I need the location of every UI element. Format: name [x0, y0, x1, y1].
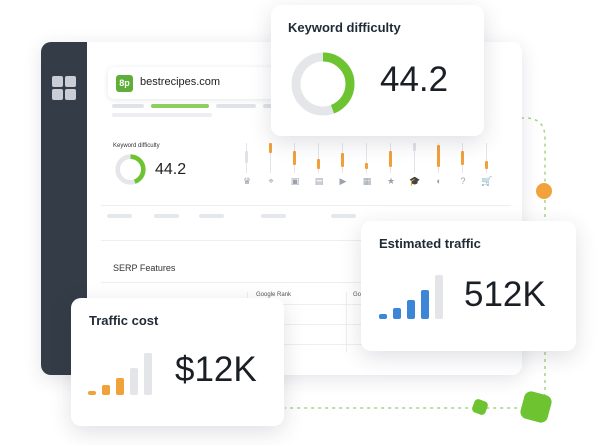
domain-badge: 8p	[116, 75, 133, 92]
tab-indicator[interactable]	[112, 113, 212, 117]
placeholder-row	[154, 214, 179, 218]
placeholder-row	[331, 214, 356, 218]
tab-indicator[interactable]	[112, 104, 144, 108]
cart-icon: 🛒	[481, 176, 493, 186]
kd-card-value: 44.2	[380, 60, 449, 99]
crown-icon: ♛	[242, 176, 252, 186]
traffic-signal-icon	[379, 267, 451, 319]
news-icon: ▤	[314, 176, 324, 186]
serp-feature-column[interactable]: ⌖	[265, 143, 277, 188]
divider	[101, 205, 511, 206]
placeholder-row	[107, 214, 132, 218]
app-logo-icon[interactable]	[52, 76, 78, 102]
question-icon: ?	[460, 176, 466, 186]
column-header-rank[interactable]: Google Rank	[256, 292, 292, 298]
domain-text: bestrecipes.com	[140, 76, 221, 88]
cost-card-value: $12K	[175, 350, 257, 389]
serp-feature-column[interactable]: ◐	[433, 143, 445, 188]
academic-cap-icon: 🎓	[409, 176, 421, 186]
kd-donut-small	[115, 154, 146, 185]
lightbulb-icon: ◐	[436, 176, 442, 186]
serp-feature-column[interactable]: 🛒	[481, 143, 493, 188]
serp-feature-column[interactable]: ★	[385, 143, 397, 188]
divider	[101, 240, 511, 241]
cost-signal-icon	[88, 351, 158, 395]
serp-feature-column[interactable]: ▶	[337, 143, 349, 188]
kd-value-small: 44.2	[155, 161, 187, 178]
column-header-g[interactable]: Go	[353, 292, 362, 298]
kd-donut	[291, 52, 355, 116]
estimated-traffic-card[interactable]: Estimated traffic 512K	[361, 221, 576, 351]
cost-card-title: Traffic cost	[89, 313, 159, 328]
image-pack-icon: ▦	[362, 176, 372, 186]
serp-feature-column[interactable]: 🎓	[409, 143, 421, 188]
serp-features-row: ♛ ⌖ ▣ ▤ ▶ ▦ ★ 🎓 ◐? 🛒	[241, 143, 493, 193]
table-row[interactable]	[101, 304, 511, 305]
traffic-card-title: Estimated traffic	[379, 236, 481, 251]
column-divider	[346, 292, 347, 352]
placeholder-row	[261, 214, 286, 218]
serp-features-label: SERP Features	[113, 263, 176, 273]
image-icon: ▣	[290, 176, 300, 186]
serp-feature-column[interactable]: ♛	[241, 143, 253, 188]
serp-feature-column[interactable]: ▦	[361, 143, 373, 188]
table-row[interactable]	[101, 324, 511, 325]
orange-dot	[536, 183, 552, 199]
kd-card-title: Keyword difficulty	[288, 20, 401, 35]
divider	[101, 282, 511, 283]
tab-indicator-active[interactable]	[151, 104, 209, 108]
kd-label-small: Keyword difficulty	[113, 143, 160, 149]
serp-feature-column[interactable]: ▣	[289, 143, 301, 188]
star-icon: ★	[386, 176, 396, 186]
table-row[interactable]	[101, 344, 511, 345]
tab-indicator[interactable]	[216, 104, 256, 108]
domain-search-bar[interactable]: 8p bestrecipes.com	[108, 67, 298, 99]
serp-feature-column[interactable]: ?	[457, 143, 469, 188]
serp-feature-column[interactable]: ▤	[313, 143, 325, 188]
traffic-cost-card[interactable]: Traffic cost $12K	[71, 298, 284, 426]
placeholder-row	[199, 214, 224, 218]
map-pin-icon: ⌖	[268, 176, 274, 186]
traffic-card-value: 512K	[464, 275, 546, 314]
video-icon: ▶	[339, 176, 347, 186]
keyword-difficulty-card[interactable]: Keyword difficulty 44.2	[271, 5, 484, 136]
